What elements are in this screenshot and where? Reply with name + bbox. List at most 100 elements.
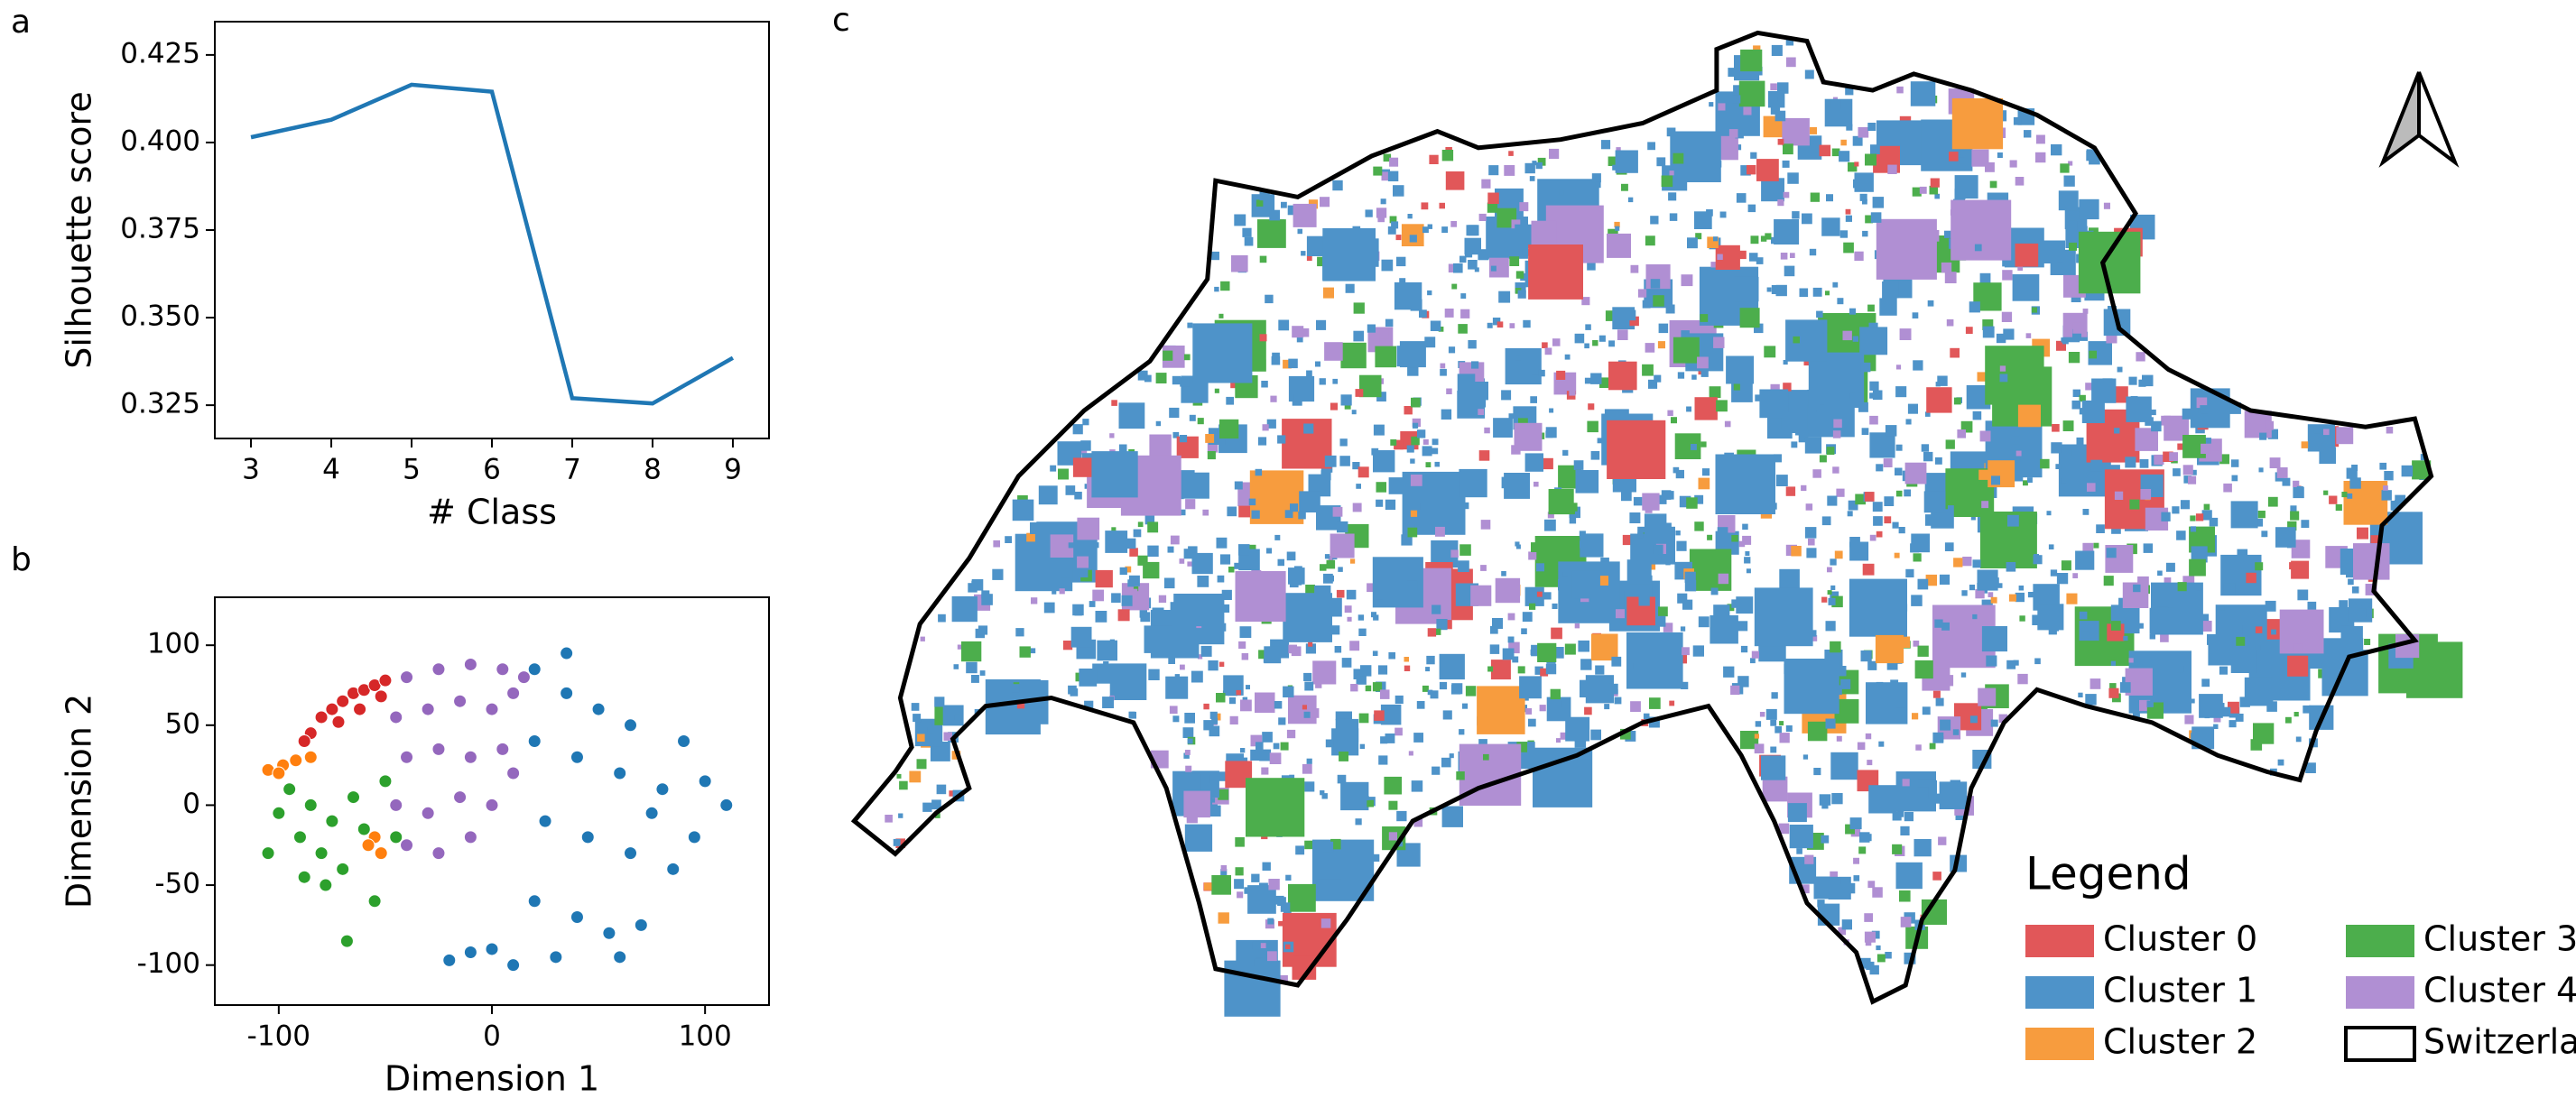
map-cell <box>1694 211 1712 229</box>
map-cell <box>1387 171 1399 181</box>
map-cell <box>2034 658 2041 665</box>
map-cell <box>1478 409 1485 415</box>
map-cell <box>1669 171 1674 176</box>
map-cell <box>1946 318 1954 327</box>
map-cell <box>1144 514 1155 525</box>
map-cell <box>1516 742 1528 752</box>
map-cell <box>1205 434 1215 443</box>
map-cell <box>1770 105 1781 115</box>
map-cell <box>1597 438 1603 444</box>
map-cell <box>1052 589 1057 595</box>
map-cell <box>1332 506 1343 517</box>
map-cell <box>1832 281 1839 288</box>
map-cell <box>1865 939 1872 946</box>
map-cell <box>1262 732 1273 743</box>
map-cell <box>1277 558 1284 567</box>
map-cell <box>1899 328 1912 340</box>
map-cell <box>1147 545 1159 557</box>
map-cell <box>1756 159 1779 181</box>
map-cell <box>1478 739 1487 748</box>
map-cell <box>1927 300 1934 307</box>
map-cell <box>1256 742 1264 750</box>
map-cell <box>1760 235 1767 242</box>
map-cell <box>1807 721 1828 742</box>
map-cell <box>1523 319 1531 328</box>
map-cell <box>1677 593 1688 604</box>
map-cell <box>1207 442 1219 453</box>
map-cell <box>953 664 959 669</box>
map-cell <box>2060 163 2070 173</box>
map-cell <box>1445 171 1465 190</box>
map-cell <box>1774 725 1782 734</box>
map-cell <box>1869 392 1876 399</box>
map-cell <box>1365 209 1373 217</box>
map-cell <box>1288 644 1297 654</box>
map-cell <box>1109 639 1115 644</box>
map-cell <box>1290 503 1299 512</box>
map-cell <box>1152 607 1164 620</box>
map-cell <box>1221 589 1232 600</box>
map-cell <box>1763 115 1785 138</box>
map-cell <box>1342 711 1352 722</box>
map-cell <box>1030 522 1042 534</box>
map-cell <box>1168 657 1175 664</box>
map-cell <box>1470 585 1492 606</box>
map-cell <box>1446 388 1452 394</box>
map-cell <box>917 734 925 742</box>
map-cell <box>1979 272 1991 284</box>
map-cell <box>2082 509 2090 515</box>
map-cell <box>2139 458 2149 468</box>
map-cell <box>1409 235 1417 243</box>
map-cell <box>2072 322 2084 334</box>
point <box>591 702 606 716</box>
map-cell <box>1802 754 1809 760</box>
map-cell <box>2103 576 2114 586</box>
map-cell <box>1750 658 1756 664</box>
map-cell <box>1957 429 1966 438</box>
map-cell <box>1584 377 1591 384</box>
map-cell <box>1777 199 1784 207</box>
map-cell <box>1971 149 1989 167</box>
map-cell <box>1326 559 1336 569</box>
map-cell <box>1617 329 1628 340</box>
map-cell <box>1858 846 1867 854</box>
map-cell <box>1934 619 1943 628</box>
map-cell <box>1915 744 1922 751</box>
map-cell <box>1929 185 1939 195</box>
map-cell <box>1077 556 1089 568</box>
map-cell <box>1665 522 1672 529</box>
map-cell <box>2015 450 2022 457</box>
map-cell <box>1137 521 1144 528</box>
map-cell <box>1133 529 1142 538</box>
x-tick-label: -100 <box>247 1020 310 1053</box>
map-cell <box>1517 666 1525 674</box>
map-cell <box>1622 534 1633 546</box>
map-cell <box>1302 705 1307 710</box>
map-cell <box>1621 490 1632 502</box>
map-cell <box>1462 502 1469 510</box>
map-cell <box>1876 945 1881 951</box>
map-cell <box>1713 604 1730 622</box>
map-cell <box>1357 614 1365 621</box>
map-cell <box>2370 535 2379 544</box>
map-cell <box>1740 49 1763 72</box>
map-cell <box>942 705 964 726</box>
point <box>331 715 346 729</box>
map-cell <box>1105 531 1128 553</box>
map-cell <box>1103 661 1109 668</box>
map-cell <box>1917 645 1929 657</box>
map-cell <box>1845 87 1854 96</box>
panel-label: a <box>11 4 31 41</box>
map-cell <box>1898 527 1905 534</box>
map-cell <box>2082 631 2090 638</box>
map-cell <box>2064 448 2072 457</box>
point <box>325 702 339 716</box>
map-cell <box>2301 441 2309 448</box>
map-cell <box>2017 265 2023 271</box>
map-cell <box>2149 607 2175 634</box>
map-cell <box>1801 432 1809 439</box>
map-cell <box>1459 544 1471 556</box>
map-cell <box>1669 213 1678 221</box>
map-cell <box>1308 641 1313 647</box>
map-cell <box>1304 840 1313 850</box>
